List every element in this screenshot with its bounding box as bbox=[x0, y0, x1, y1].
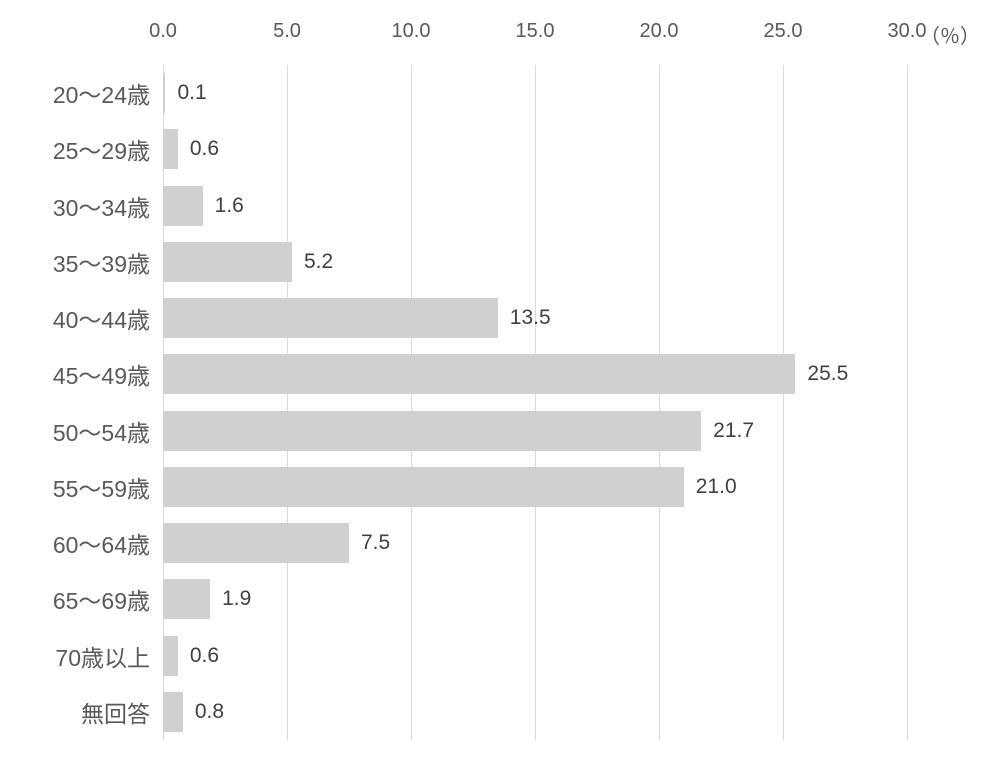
value-label: 1.6 bbox=[214, 193, 244, 217]
value-label: 7.5 bbox=[361, 531, 391, 555]
vertical-gridline bbox=[535, 65, 536, 740]
category-label: 25〜29歳 bbox=[52, 138, 150, 165]
value-label: 0.6 bbox=[189, 643, 220, 667]
value-label: 21.0 bbox=[695, 474, 737, 498]
category-label: 35〜39歳 bbox=[52, 250, 150, 277]
bar bbox=[163, 691, 183, 732]
category-label: 無回答 bbox=[81, 700, 150, 727]
vertical-gridline bbox=[163, 65, 164, 740]
category-label: 40〜44歳 bbox=[52, 307, 150, 334]
value-label: 25.5 bbox=[807, 362, 849, 386]
category-label: 30〜34歳 bbox=[52, 194, 150, 221]
value-label: 21.7 bbox=[713, 418, 755, 442]
x-axis-tick-label: 30.0 bbox=[887, 20, 927, 42]
category-label: 20〜24歳 bbox=[52, 82, 150, 109]
value-label: 5.2 bbox=[303, 249, 334, 273]
category-label: 70歳以上 bbox=[55, 644, 150, 671]
bar bbox=[163, 185, 203, 226]
category-label: 65〜69歳 bbox=[52, 588, 150, 615]
bar bbox=[163, 466, 684, 507]
bar bbox=[163, 129, 178, 170]
category-label: 60〜64歳 bbox=[52, 532, 150, 559]
x-axis-tick-label: 10.0 bbox=[391, 20, 431, 42]
x-axis-tick-label: 15.0 bbox=[515, 20, 555, 42]
vertical-gridline bbox=[659, 65, 660, 740]
value-label: 13.5 bbox=[509, 306, 551, 330]
bar bbox=[163, 579, 211, 620]
vertical-gridline bbox=[287, 65, 288, 740]
x-axis-tick-label: 5.0 bbox=[273, 20, 301, 42]
value-label: 0.6 bbox=[189, 137, 220, 161]
x-axis-tick-label: 25.0 bbox=[763, 20, 803, 42]
vertical-gridline bbox=[411, 65, 412, 740]
x-axis-tick-label: 0.0 bbox=[149, 20, 177, 42]
x-axis-unit-label: （％） bbox=[920, 26, 980, 48]
vertical-gridline bbox=[783, 65, 784, 740]
category-label: 55〜59歳 bbox=[52, 475, 150, 502]
vertical-gridline bbox=[907, 65, 908, 740]
value-label: 1.9 bbox=[222, 587, 252, 611]
category-label: 45〜49歳 bbox=[52, 363, 150, 390]
bar bbox=[163, 241, 292, 282]
bar bbox=[163, 635, 178, 676]
x-axis-tick-label: 20.0 bbox=[639, 20, 679, 42]
value-label: 0.1 bbox=[177, 81, 207, 105]
value-label: 0.8 bbox=[194, 699, 225, 723]
bar bbox=[163, 523, 349, 564]
bar bbox=[163, 73, 166, 114]
bar bbox=[163, 410, 702, 451]
bar bbox=[163, 298, 498, 339]
category-label: 50〜54歳 bbox=[52, 419, 150, 446]
bar bbox=[163, 354, 796, 395]
